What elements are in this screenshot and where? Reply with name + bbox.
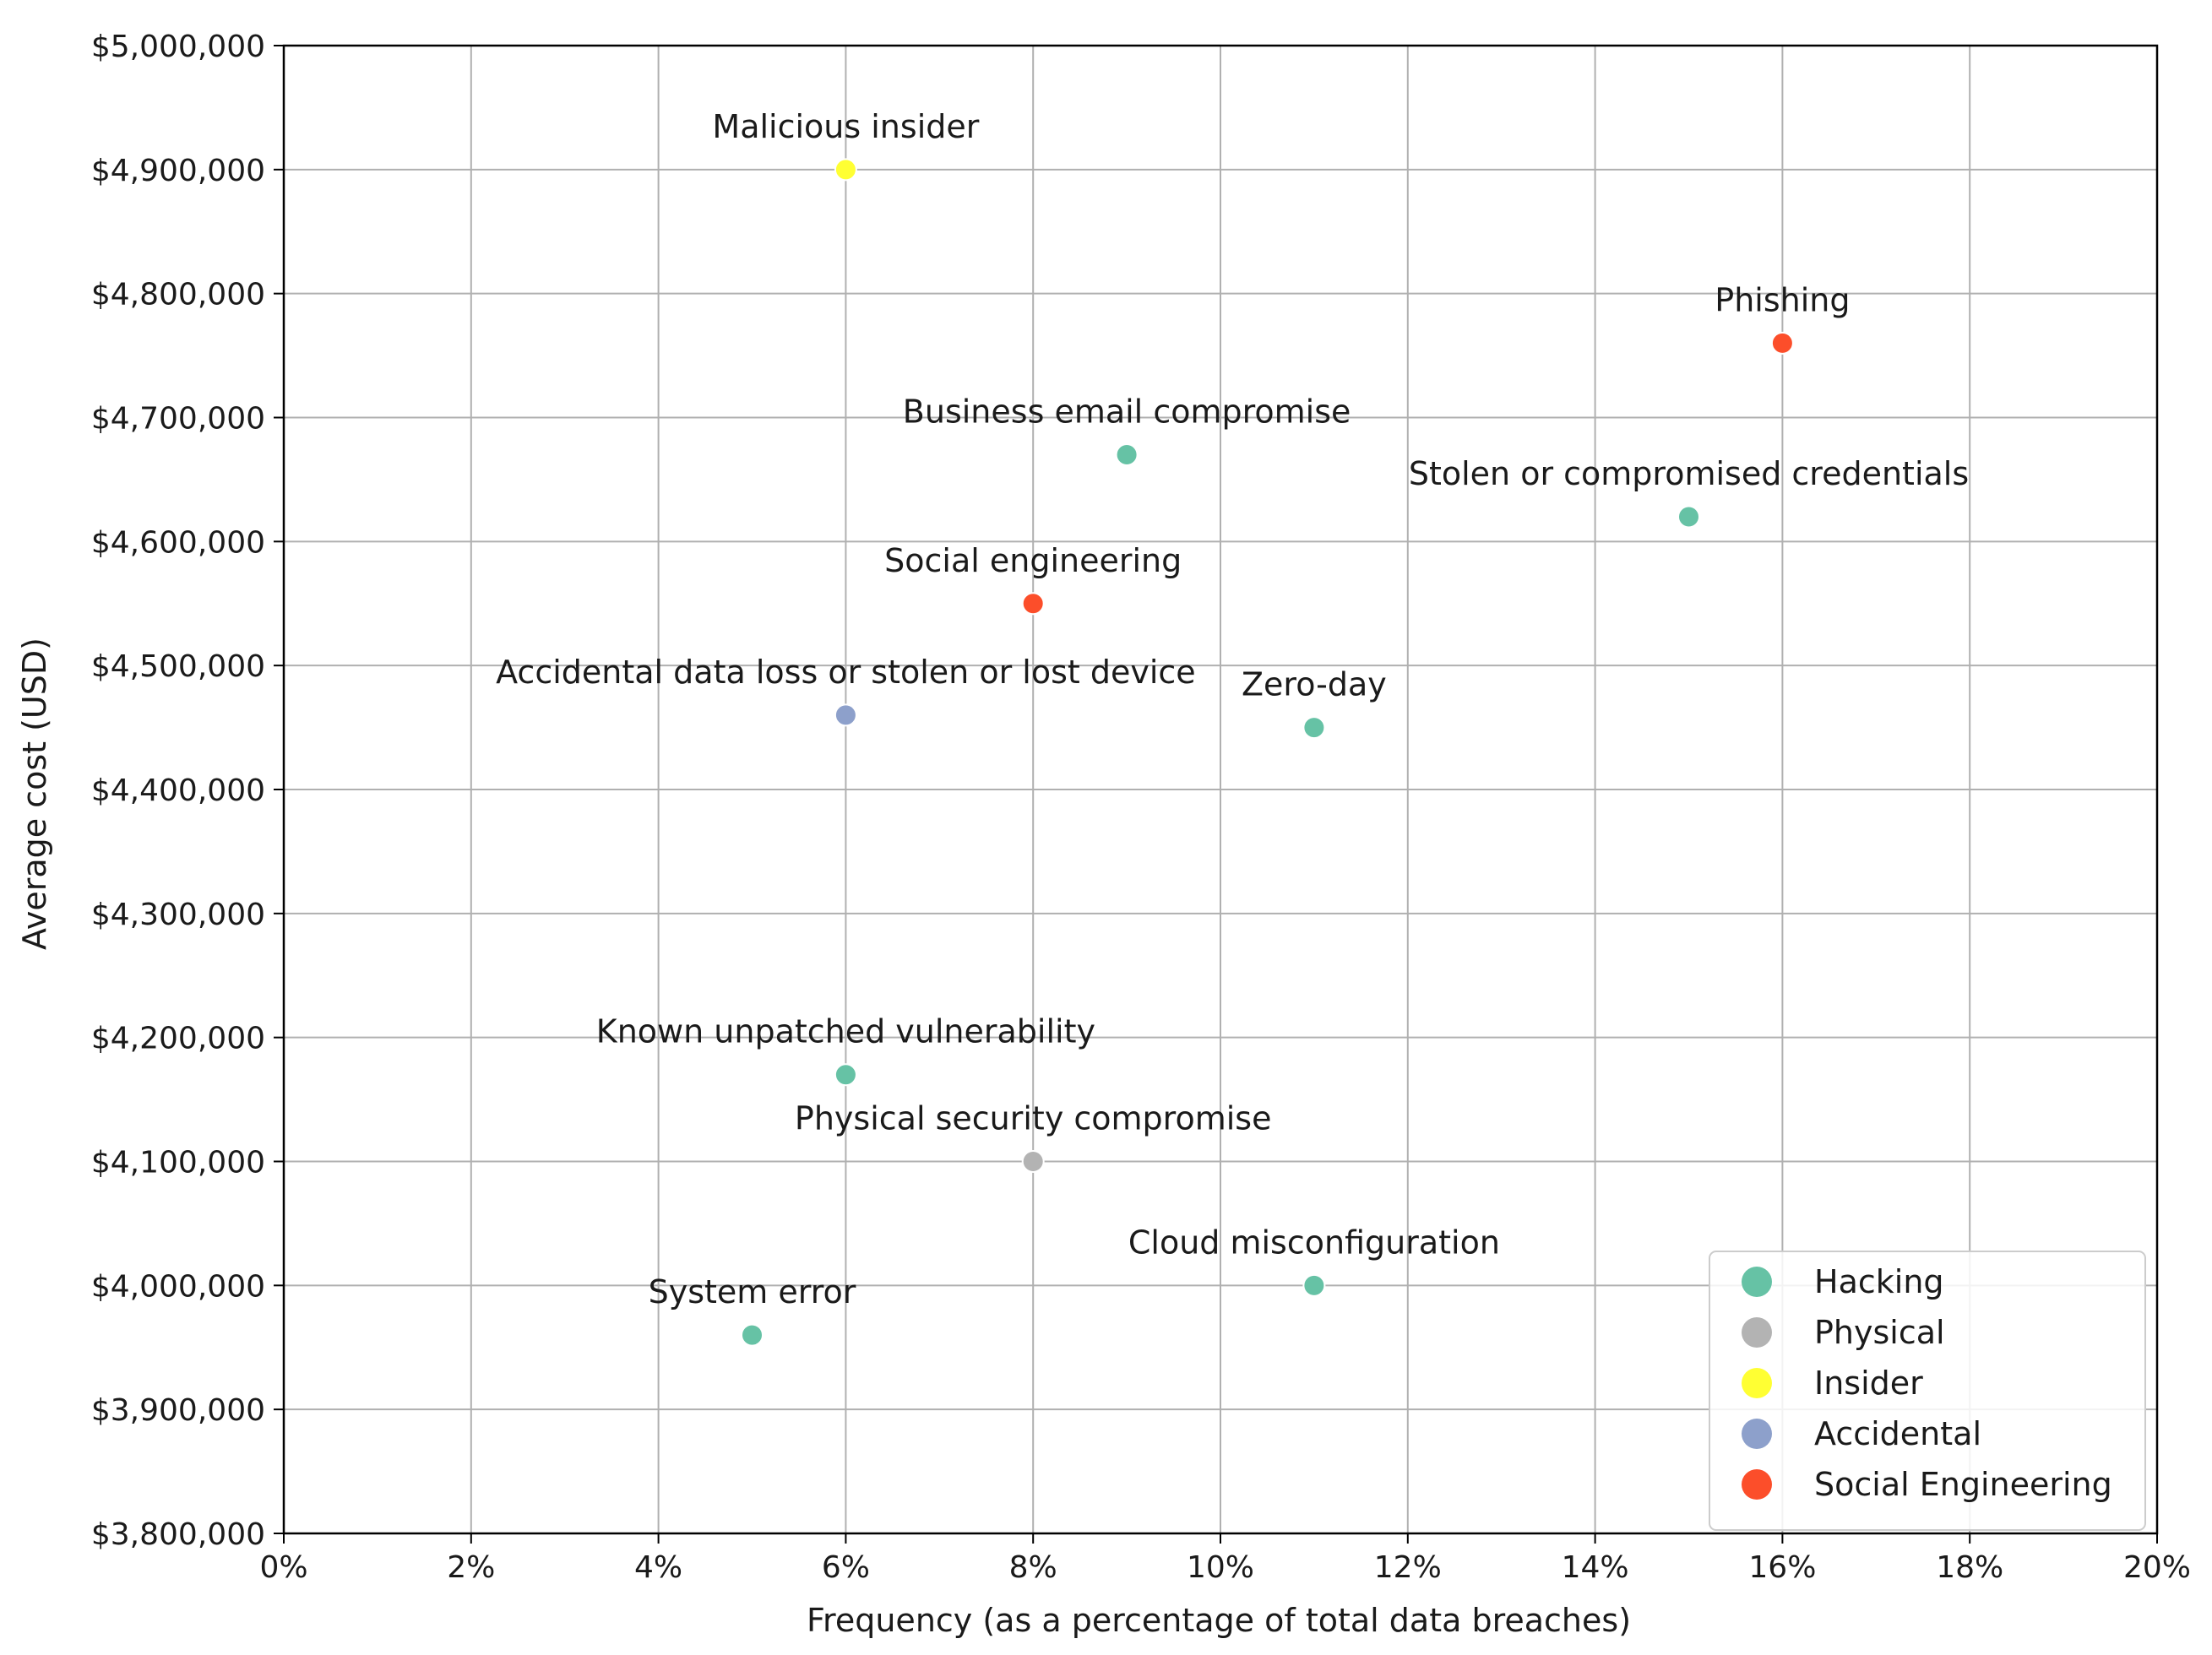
x-tick-label: 12% bbox=[1374, 1550, 1442, 1585]
x-tick-label: 8% bbox=[1009, 1550, 1057, 1585]
y-tick-label: $4,800,000 bbox=[91, 278, 265, 312]
data-point bbox=[1115, 443, 1139, 467]
legend-entry: Physical bbox=[1814, 1314, 1945, 1351]
y-tick-label: $4,400,000 bbox=[91, 773, 265, 808]
legend-marker bbox=[1742, 1317, 1772, 1348]
y-tick-label: $3,900,000 bbox=[91, 1393, 265, 1428]
data-label: Zero-day bbox=[1242, 666, 1387, 703]
data-point bbox=[1302, 716, 1326, 740]
legend-entry: Accidental bbox=[1814, 1415, 1981, 1452]
data-label: Stolen or compromised credentials bbox=[1409, 455, 1969, 492]
y-tick-label: $4,700,000 bbox=[91, 402, 265, 437]
data-point bbox=[834, 703, 857, 727]
data-point bbox=[1677, 505, 1700, 529]
y-tick-label: $4,500,000 bbox=[91, 649, 265, 684]
legend-marker bbox=[1742, 1469, 1772, 1500]
data-point bbox=[834, 158, 857, 182]
x-axis-label: Frequency (as a percentage of total data… bbox=[807, 1602, 1631, 1639]
axes: 0% 2% 4% 6% 8% 10% 12% 14% 16% 18% 20% $3,800,000 $3… bbox=[91, 30, 2191, 1585]
y-axis-label: Average cost (USD) bbox=[16, 638, 53, 950]
y-tick-label: $4,300,000 bbox=[91, 898, 265, 932]
data-label: Known unpatched vulnerability bbox=[596, 1013, 1095, 1050]
data-label: Phishing bbox=[1715, 281, 1850, 318]
data-point bbox=[1021, 1150, 1045, 1173]
data-label: Malicious insider bbox=[712, 108, 979, 145]
x-tick-label: 4% bbox=[634, 1550, 682, 1585]
data-point bbox=[834, 1063, 857, 1087]
legend: Hacking Physical Insider Accidental Social E… bbox=[1709, 1251, 2146, 1531]
legend-marker bbox=[1742, 1419, 1772, 1449]
data-label: Physical security compromise bbox=[795, 1100, 1272, 1137]
x-tick-label: 16% bbox=[1748, 1550, 1816, 1585]
y-tick-label: $4,600,000 bbox=[91, 525, 265, 560]
x-tick-label: 14% bbox=[1562, 1550, 1629, 1585]
data-point bbox=[1302, 1273, 1326, 1297]
data-label: System error bbox=[649, 1273, 856, 1310]
legend-entry: Social Engineering bbox=[1814, 1466, 2112, 1503]
data-label: Cloud misconfiguration bbox=[1128, 1224, 1500, 1261]
data-points bbox=[741, 158, 1794, 1347]
x-tick-label: 20% bbox=[2123, 1550, 2191, 1585]
legend-box bbox=[1709, 1251, 2146, 1531]
data-label: Social engineering bbox=[884, 542, 1182, 579]
y-tick-label: $4,000,000 bbox=[91, 1269, 265, 1304]
x-tick-label: 18% bbox=[1936, 1550, 2003, 1585]
y-tick-label: $4,100,000 bbox=[91, 1146, 265, 1180]
x-tick-label: 2% bbox=[447, 1550, 495, 1585]
y-tick-label: $5,000,000 bbox=[91, 30, 265, 64]
legend-entry: Insider bbox=[1814, 1365, 1923, 1402]
point-labels: Malicious insider Phishing Business email … bbox=[496, 108, 1969, 1310]
x-tick-label: 6% bbox=[822, 1550, 870, 1585]
y-tick-label: $3,800,000 bbox=[91, 1517, 265, 1552]
data-point bbox=[1021, 592, 1045, 616]
x-tick-label: 0% bbox=[259, 1550, 307, 1585]
data-label: Business email compromise bbox=[903, 393, 1351, 431]
legend-entry: Hacking bbox=[1814, 1263, 1944, 1300]
y-tick-label: $4,900,000 bbox=[91, 154, 265, 188]
data-point bbox=[741, 1323, 764, 1347]
legend-marker bbox=[1742, 1368, 1772, 1398]
data-point bbox=[1770, 331, 1794, 355]
legend-marker bbox=[1742, 1267, 1772, 1297]
data-label: Accidental data loss or stolen or lost d… bbox=[496, 654, 1196, 691]
plot-frame bbox=[282, 44, 2159, 1535]
y-tick-label: $4,200,000 bbox=[91, 1022, 265, 1056]
x-tick-label: 10% bbox=[1187, 1550, 1254, 1585]
